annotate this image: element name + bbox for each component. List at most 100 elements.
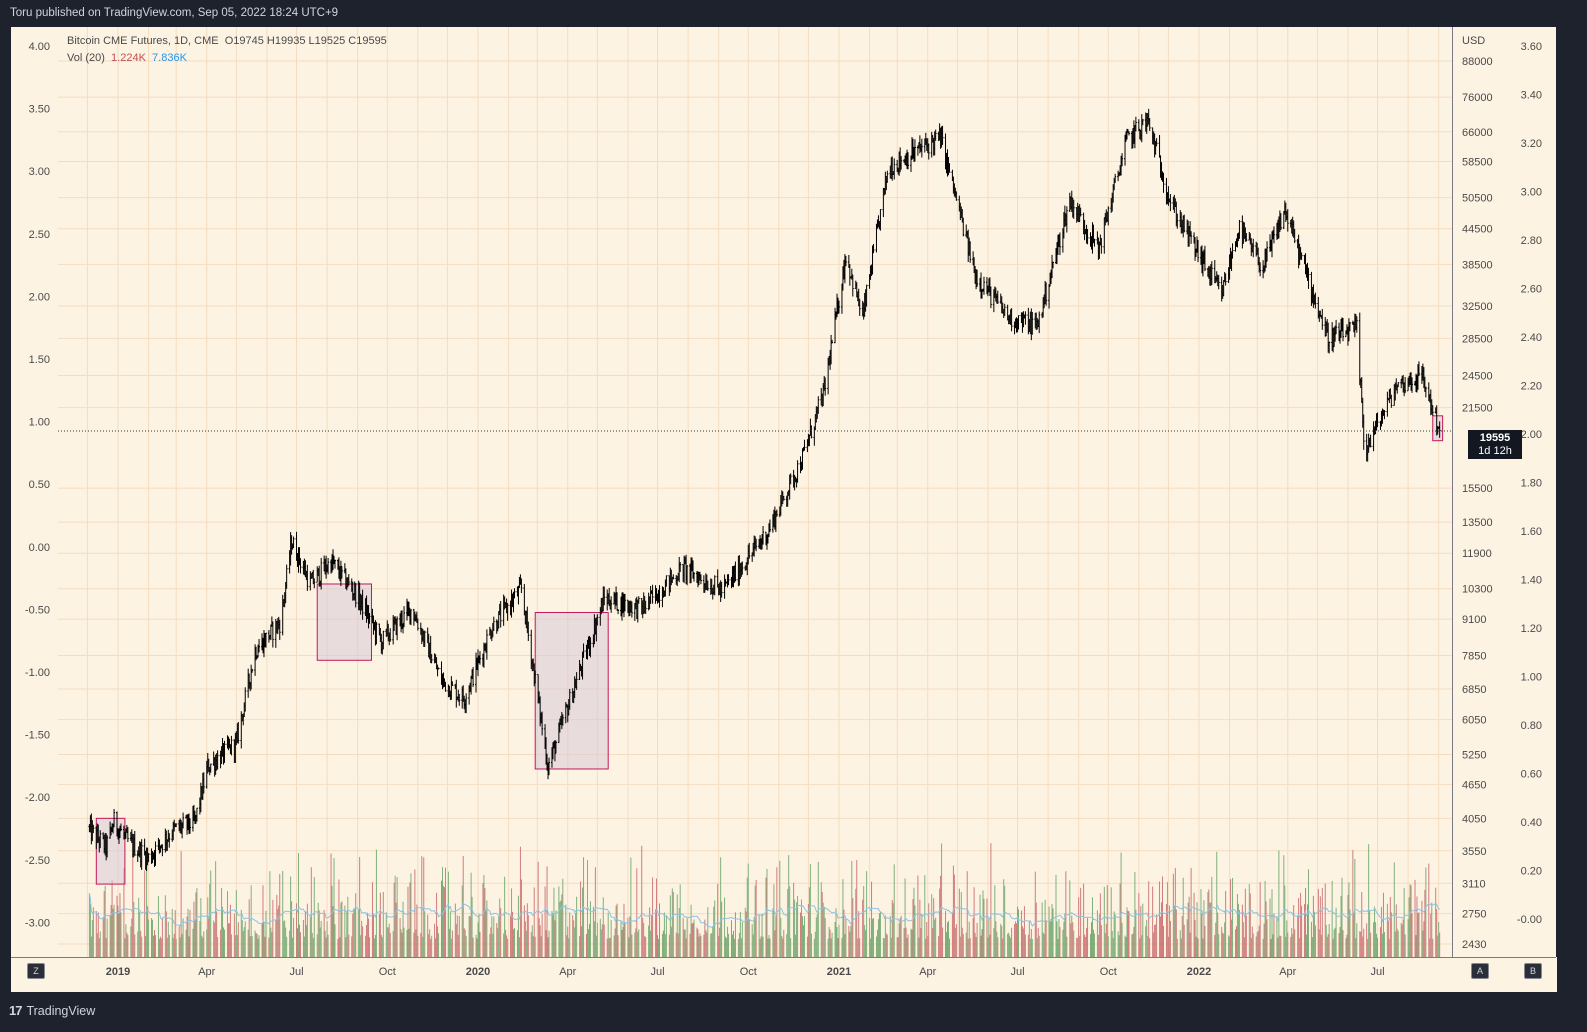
right-tick-label: 3.20 (1521, 138, 1542, 150)
left-tick-label: -2.00 (25, 792, 50, 804)
right-tick-label: -0.00 (1517, 914, 1542, 926)
price-tick-label: 3110 (1462, 878, 1486, 890)
left-tick-label: -2.50 (25, 855, 50, 867)
right-tick-label: 1.80 (1521, 478, 1542, 490)
price-tick-label: 88000 (1462, 56, 1493, 68)
price-tick-label: 3550 (1462, 846, 1486, 858)
right-tick-label: 3.60 (1521, 41, 1542, 53)
price-tick-label: 9100 (1462, 614, 1486, 626)
left-axis-bg (11, 27, 58, 957)
price-tick-label: 24500 (1462, 371, 1493, 383)
price-tick-label: 2750 (1462, 909, 1486, 921)
symbol-title: Bitcoin CME Futures, 1D, CME (67, 35, 219, 47)
right-tick-label: 2.40 (1521, 332, 1542, 344)
header-bar: Toru published on TradingView.com, Sep 0… (0, 0, 1587, 27)
price-tick-label: 76000 (1462, 92, 1493, 104)
price-tick-label: 2430 (1462, 939, 1486, 951)
right-tick-label: 2.00 (1521, 429, 1542, 441)
x-tick-label: Jul (1010, 966, 1024, 978)
tv-brand-text: TradingView (26, 1003, 96, 1018)
x-tick-label: Apr (919, 966, 936, 978)
price-axis-ticks: 88000 76000 66000 58500 50500 44500 38500 32500… (1462, 56, 1493, 951)
price-tick-label: 21500 (1462, 403, 1493, 415)
price-tick-label: 66000 (1462, 127, 1493, 139)
price-tick-label: 11900 (1462, 548, 1492, 560)
left-tick-label: -0.50 (25, 604, 50, 616)
right-tick-label: 1.20 (1521, 623, 1542, 635)
left-tick-label: 0.00 (29, 542, 50, 554)
right-tick-label: 0.80 (1521, 720, 1542, 732)
left-tick-label: 1.00 (29, 417, 50, 429)
x-tick-label: Apr (1279, 966, 1296, 978)
left-tick-label: 1.50 (29, 354, 50, 366)
price-tick-label: 4650 (1462, 779, 1486, 791)
price-tick-label: 44500 (1462, 224, 1493, 236)
tv-mark-icon: 17 (9, 1003, 23, 1018)
footer-bar: 17 TradingView (0, 992, 1587, 1032)
right-tick-label: 0.40 (1521, 817, 1542, 829)
left-tick-label: 4.00 (29, 41, 50, 53)
price-tick-label: 6850 (1462, 684, 1486, 696)
volume-legend: Vol (20) 1.224K 7.836K (67, 52, 187, 64)
x-tick-label: 2020 (466, 966, 490, 978)
left-tick-label: 3.50 (29, 104, 50, 116)
left-tick-label: 2.00 (29, 291, 50, 303)
x-tick-label: 2019 (106, 966, 130, 978)
volume-ma-path (88, 893, 1441, 928)
annotation-box (316, 583, 372, 661)
right-tick-label: 2.60 (1521, 284, 1542, 296)
price-tick-label: 32500 (1462, 301, 1493, 313)
x-tick-label: Oct (1100, 966, 1117, 978)
last-price-value: 19595 (1479, 432, 1511, 444)
price-chart[interactable]: 4.00 3.50 3.00 2.50 2.00 1.50 1.00 0.50 0.00 -0.5… (0, 0, 1587, 992)
left-tick-label: 2.50 (29, 229, 50, 241)
left-tick-label: -1.50 (25, 730, 50, 742)
price-tick-label: 50500 (1462, 193, 1493, 205)
price-tick-label: 7850 (1462, 651, 1486, 663)
x-tick-label: Oct (740, 966, 757, 978)
grid-lines (58, 27, 1452, 957)
x-tick-label: Apr (559, 966, 576, 978)
x-tick-label: Jul (289, 966, 303, 978)
price-tick-label: 13500 (1462, 517, 1493, 529)
x-axis-ticks: 2019 Apr Jul Oct 2020 Apr Jul Oct 2021 Apr Jul Oct 2… (106, 966, 1385, 978)
x-axis-bg (11, 957, 1557, 992)
price-tick-label: 15500 (1462, 483, 1493, 495)
countdown-value: 1d 12h (1478, 445, 1512, 457)
left-tick-label: -3.00 (25, 917, 50, 929)
vol-label: Vol (20) (67, 52, 105, 64)
price-tick-label: 6050 (1462, 715, 1486, 727)
x-tick-label: Jul (1370, 966, 1384, 978)
tradingview-logo[interactable]: 17 TradingView (9, 1003, 95, 1018)
price-tick-label: 38500 (1462, 259, 1493, 271)
b-scale-button[interactable]: B (1524, 963, 1542, 979)
x-tick-label: Apr (198, 966, 215, 978)
left-tick-label: 3.00 (29, 166, 50, 178)
usd-label: USD (1462, 35, 1485, 47)
right-tick-label: 1.00 (1521, 672, 1542, 684)
zoom-button[interactable]: Z (27, 963, 45, 979)
x-tick-label: Oct (379, 966, 396, 978)
right-axis-ticks: 3.60 3.40 3.20 3.00 2.80 2.60 2.40 2.20 2.00 1.80… (1517, 41, 1542, 926)
last-price-label: 19595 1d 12h (1468, 430, 1522, 459)
candles (88, 108, 1441, 872)
price-tick-label: 28500 (1462, 333, 1493, 345)
right-tick-label: 2.80 (1521, 235, 1542, 247)
right-tick-label: 0.20 (1521, 866, 1542, 878)
left-axis-ticks: 4.00 3.50 3.00 2.50 2.00 1.50 1.00 0.50 0.00 -0.5… (25, 41, 50, 929)
price-tick-label: 10300 (1462, 584, 1493, 596)
x-tick-label: Jul (650, 966, 664, 978)
price-tick-label: 5250 (1462, 749, 1486, 761)
price-tick-label: 4050 (1462, 813, 1486, 825)
right-tick-label: 1.40 (1521, 575, 1542, 587)
volume-ma-line (88, 893, 1441, 928)
plot-background (58, 27, 1452, 957)
auto-scale-button[interactable]: A (1471, 963, 1489, 979)
ohlc-values: O19745 H19935 L19525 C19595 (224, 35, 387, 47)
volume-bars (88, 843, 1441, 957)
right-axis-bg (1453, 27, 1556, 957)
right-tick-label: 1.60 (1521, 526, 1542, 538)
price-tick-label: 58500 (1462, 156, 1493, 168)
left-tick-label: -1.00 (25, 667, 50, 679)
right-tick-label: 3.40 (1521, 90, 1542, 102)
